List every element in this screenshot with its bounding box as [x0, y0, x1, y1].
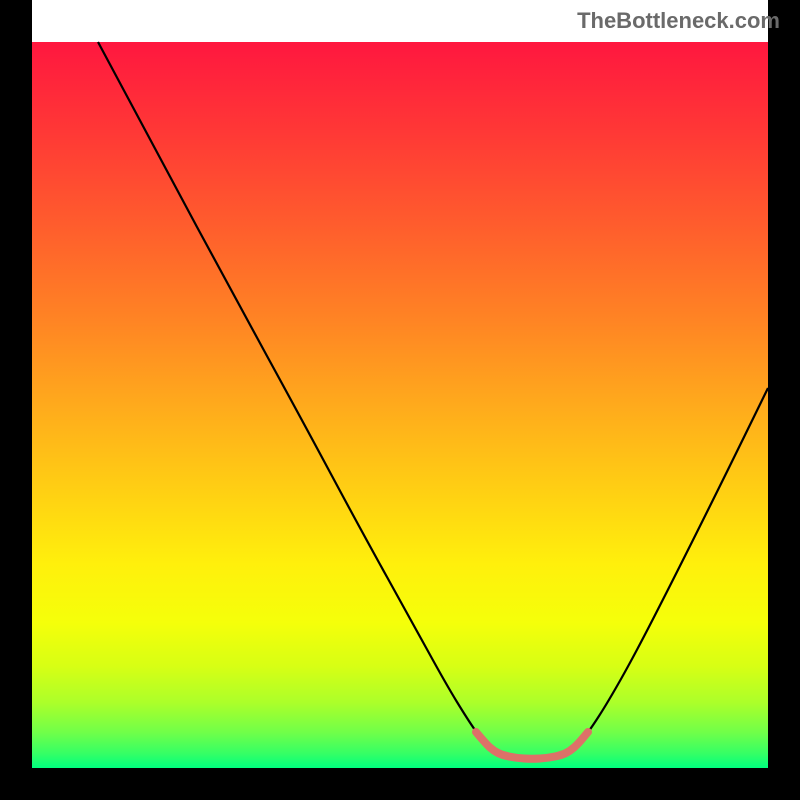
frame-bottom	[0, 768, 800, 800]
chart-container: TheBottleneck.com	[0, 0, 800, 800]
plot-background	[32, 42, 768, 768]
chart-svg	[0, 0, 800, 800]
frame-left	[0, 0, 32, 800]
watermark-text: TheBottleneck.com	[577, 8, 780, 34]
frame-right	[768, 0, 800, 800]
